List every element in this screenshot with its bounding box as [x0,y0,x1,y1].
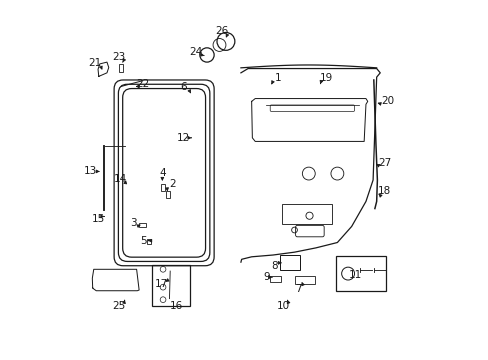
Text: 12: 12 [176,133,189,143]
Text: 7: 7 [294,284,301,294]
Text: 9: 9 [263,272,269,282]
Text: 25: 25 [112,301,125,311]
Text: 17: 17 [155,279,168,289]
Bar [294,276,315,284]
Text: 23: 23 [112,52,125,62]
Bar [139,223,145,227]
Text: 27: 27 [377,158,390,168]
Text: 14: 14 [113,174,126,184]
Bar [151,265,190,306]
Text: 21: 21 [88,58,102,68]
Text: 24: 24 [189,47,203,57]
Bar [119,64,123,72]
Text: 20: 20 [380,96,393,107]
Text: 10: 10 [276,301,289,311]
Text: 13: 13 [83,166,97,176]
Text: 11: 11 [348,270,361,280]
Text: 4: 4 [159,168,165,178]
Bar [335,256,386,292]
Text: 18: 18 [377,186,390,197]
Text: 22: 22 [136,78,149,89]
Text: 1: 1 [275,73,281,83]
Text: 3: 3 [129,218,136,228]
Bar [280,255,299,270]
Text: 19: 19 [319,73,333,83]
Text: 2: 2 [169,179,175,189]
Text: 6: 6 [180,82,187,92]
Bar [147,239,151,244]
Text: 15: 15 [92,214,105,224]
Bar [160,184,164,192]
Text: 26: 26 [215,26,228,36]
Bar [270,276,281,282]
Text: 16: 16 [170,301,183,311]
Text: 8: 8 [271,261,278,271]
Text: 5: 5 [140,236,146,246]
Bar [282,204,331,224]
Bar [165,192,170,198]
